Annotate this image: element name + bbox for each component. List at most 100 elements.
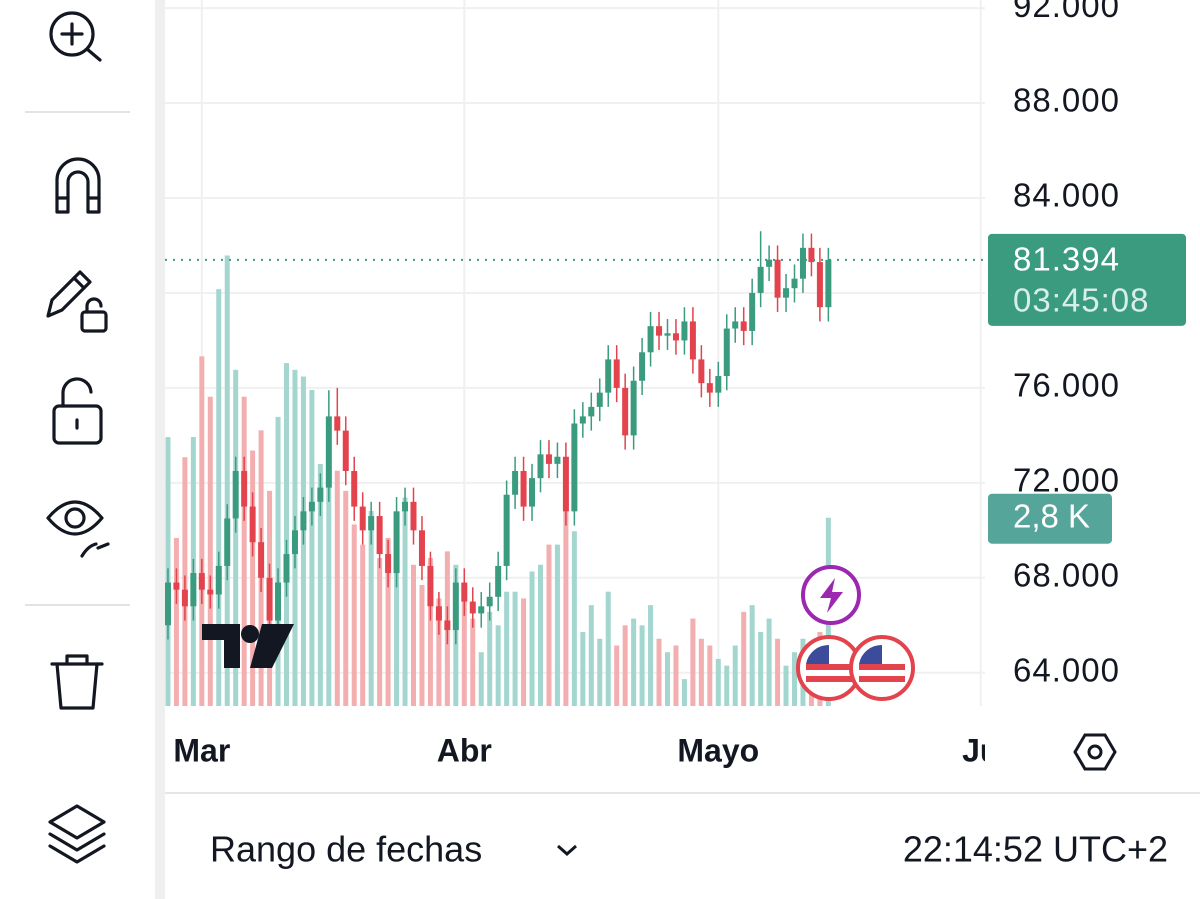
time-axis: Mar Abr Mayo Ju [173,732,999,768]
zoom-button[interactable] [49,11,102,62]
candle-body [207,589,214,595]
candle-body [503,494,510,566]
visibility-button[interactable] [46,500,110,558]
layers-button[interactable] [48,804,106,864]
volume-bar [622,625,628,706]
candle-body [816,262,823,308]
y-tick-label: 92.000 [1013,0,1120,24]
x-tick-label: Abr [437,732,492,768]
lock-button[interactable] [52,377,103,445]
volume-bar [419,584,425,706]
delete-button[interactable] [50,654,104,710]
volume-bar [504,591,510,706]
candle-body [410,501,417,531]
candle-body [783,288,790,298]
volume-bar [199,356,205,706]
volume-bar [173,537,179,706]
volume-bar [605,591,611,706]
volume-bar [343,490,349,706]
candle-body [808,247,815,263]
candle-body [639,352,646,381]
volume-bar [690,618,696,706]
price-axis: 64.00068.00072.00076.00080.00084.00088.0… [988,0,1186,688]
candle-body [672,333,679,341]
volume-bar [715,658,721,706]
volume-bar [656,638,662,706]
candle-body [757,266,764,293]
economic-event[interactable] [849,635,915,701]
volume-bar [512,591,518,706]
y-tick-label: 72.000 [1013,462,1120,499]
y-tick-label: 76.000 [1013,367,1120,404]
candle-body [571,423,578,512]
volume-bar [427,558,433,706]
volume-bar [664,652,670,706]
candle-body [554,456,561,464]
last-price-label: 81.394 [1013,241,1120,278]
date-range-button[interactable]: Rango de fechas [210,829,577,870]
candle-body [825,259,832,308]
volume-bar [766,618,772,706]
left-toolbar [25,11,130,864]
candle-body [275,582,282,621]
volume-bar [283,363,289,706]
candle-body [630,380,637,436]
candle-body [486,596,493,607]
candle-body [478,606,485,614]
candle-body [596,392,603,407]
volume-bar [470,618,476,706]
candle-body [732,321,739,329]
volume-bar [385,537,391,706]
candle-body [461,582,468,602]
volume-bar [588,605,594,706]
volume-bar [571,531,577,706]
x-tick-label: Mar [173,732,230,768]
volume-bar [351,524,357,706]
candle-body [537,454,544,479]
last-volume-badge [988,493,1112,544]
candle-body [698,359,705,384]
candle-body [656,326,663,336]
lock-drawings-button[interactable] [46,270,108,333]
candle-body [317,487,324,502]
candle-body [359,506,366,531]
volume-bar [639,625,645,706]
volume-bar [698,638,704,706]
volume-bar [478,652,484,706]
volume-bar [546,544,552,706]
candle-body [605,359,612,393]
volume-bar [436,598,442,706]
candle-body [241,470,248,507]
x-tick-label: Ju [962,732,999,768]
volume-bar [360,544,366,706]
volume-bar [461,591,467,706]
volume-bar [537,564,543,706]
economic-event[interactable] [796,635,862,701]
candle-body [664,333,671,336]
y-tick-label: 68.000 [1013,557,1120,594]
y-tick-label: 84.000 [1013,177,1120,214]
candle-body [545,454,552,464]
volume-bar [648,605,654,706]
volume-bar [791,652,797,706]
volume-bar [317,463,323,706]
candle-body [622,387,629,436]
magnet-button[interactable] [55,157,101,214]
volume-bar [554,544,560,706]
candle-body [562,456,569,512]
candle-body [334,416,341,431]
volume-bar [250,450,256,706]
volume-bar [597,638,603,706]
volume-bar [402,497,408,706]
candle-body [791,278,798,289]
volume-bar [732,645,738,706]
event-marker[interactable] [801,565,861,625]
candle-body [689,321,696,360]
volume-bar [749,605,755,706]
chevron [557,844,577,857]
volume-bar [487,611,493,706]
candle-body [529,478,536,507]
candle-body [588,406,595,417]
volume-bar [368,511,374,706]
settings-button[interactable] [1073,733,1117,771]
